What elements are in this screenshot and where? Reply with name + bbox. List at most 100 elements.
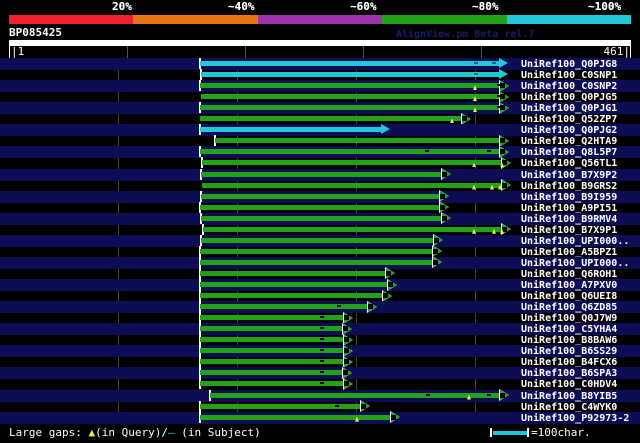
hit-label[interactable]: UniRef100_Q0PJG1 xyxy=(521,103,618,115)
hit-bar[interactable] xyxy=(200,304,367,310)
hit-bar[interactable] xyxy=(200,381,343,387)
hit-bar[interactable] xyxy=(202,182,501,188)
alignment-row[interactable] xyxy=(0,212,640,225)
alignment-row[interactable] xyxy=(0,289,640,302)
alignment-row[interactable] xyxy=(0,79,640,93)
alignment-row[interactable] xyxy=(0,355,640,368)
hit-label[interactable]: UniRef100_A5BPZ1 xyxy=(521,246,618,258)
hit-bar[interactable] xyxy=(200,282,387,287)
alignment-row[interactable] xyxy=(0,101,640,115)
hit-label[interactable]: UniRef100_Q0PJG5 xyxy=(521,92,618,104)
alignment-row[interactable] xyxy=(0,400,640,413)
hit-label[interactable]: UniRef100_B8YIB5 xyxy=(521,390,618,402)
alignment-row[interactable] xyxy=(0,145,640,159)
hit-label[interactable]: UniRef100_C0HDV4 xyxy=(521,379,618,391)
hit-label[interactable]: UniRef100_Q6ROH1 xyxy=(521,268,618,280)
alignment-row[interactable] xyxy=(0,223,640,236)
hit-bar[interactable] xyxy=(200,370,342,376)
hit-bar[interactable] xyxy=(200,414,390,420)
alignment-row[interactable] xyxy=(0,234,640,247)
alignment-row[interactable] xyxy=(0,389,640,402)
alignment-row[interactable] xyxy=(0,90,640,103)
hit-bar[interactable] xyxy=(200,116,461,122)
hit-bar[interactable] xyxy=(200,61,499,66)
hit-bar[interactable] xyxy=(201,171,441,177)
gap-in-subject-marker xyxy=(320,338,324,341)
alignment-row[interactable] xyxy=(0,156,640,169)
hit-bar[interactable] xyxy=(200,204,439,210)
hit-label[interactable]: UniRef100_C0SNP2 xyxy=(521,81,618,93)
hit-label[interactable]: UniRef100_B7X9P1 xyxy=(521,224,618,236)
hit-label[interactable]: UniRef100_P92973-2 xyxy=(521,412,630,424)
hit-label[interactable]: UniRef100_C5YHA4 xyxy=(521,324,618,336)
hit-label[interactable]: UniRef100_B9I959 xyxy=(521,191,618,203)
hit-bar[interactable] xyxy=(200,105,499,111)
alignment-row[interactable] xyxy=(0,134,640,147)
hit-label[interactable]: UniRef100_A9PI51 xyxy=(521,202,618,214)
hit-label[interactable]: UniRef100_B4FCX6 xyxy=(521,357,618,369)
hit-bar[interactable] xyxy=(201,215,441,221)
alignment-row[interactable] xyxy=(0,366,640,380)
alignment-row[interactable] xyxy=(0,58,640,70)
hit-bar[interactable] xyxy=(200,403,360,409)
hit-label[interactable]: UniRef100_B9RMV4 xyxy=(521,213,618,225)
alignment-row[interactable] xyxy=(0,333,640,346)
alignment-row[interactable] xyxy=(0,267,640,280)
hit-label[interactable]: UniRef100_Q0J7W9 xyxy=(521,313,618,325)
hit-label[interactable]: UniRef100_Q0PJG8 xyxy=(521,59,618,70)
alignment-row[interactable] xyxy=(0,311,640,324)
hit-bar[interactable] xyxy=(200,248,432,254)
alignment-row[interactable] xyxy=(0,344,640,358)
hit-bar[interactable] xyxy=(200,359,343,365)
hit-bar[interactable] xyxy=(200,149,499,155)
hit-label[interactable]: UniRef100_Q6ZD85 xyxy=(521,302,618,314)
alignment-row[interactable] xyxy=(0,190,640,203)
hit-bar[interactable] xyxy=(200,127,381,133)
hit-label[interactable]: UniRef100_Q0PJG2 xyxy=(521,125,618,137)
hit-label[interactable]: UniRef100_A7PXV0 xyxy=(521,280,618,291)
alignment-row[interactable] xyxy=(0,201,640,214)
hit-label[interactable]: UniRef100_Q52ZP7 xyxy=(521,114,618,126)
hit-label[interactable]: UniRef100_B6SPA3 xyxy=(521,368,618,380)
hit-bar[interactable] xyxy=(201,237,433,243)
hit-bar[interactable] xyxy=(200,83,499,89)
hit-bar[interactable] xyxy=(200,348,343,354)
hit-bar[interactable] xyxy=(215,138,499,144)
hit-bar[interactable] xyxy=(201,193,439,199)
hit-bar[interactable] xyxy=(200,270,385,276)
hit-label[interactable]: UniRef100_Q8L5P7 xyxy=(521,147,618,159)
hit-bar[interactable] xyxy=(210,392,499,398)
hit-label[interactable]: UniRef100_UPI000.. xyxy=(521,235,630,247)
hit-label[interactable]: UniRef100_Q56TL1 xyxy=(521,158,618,170)
hit-bar[interactable] xyxy=(200,326,342,332)
alignment-row[interactable] xyxy=(0,256,640,269)
hit-label[interactable]: UniRef100_B7X9P2 xyxy=(521,169,618,181)
hit-label[interactable]: UniRef100_C0SNP1 xyxy=(521,70,618,82)
hit-label[interactable]: UniRef100_B9GRS2 xyxy=(521,180,618,192)
alignment-row[interactable] xyxy=(0,168,640,181)
hit-bar[interactable] xyxy=(200,337,343,343)
hit-bar[interactable] xyxy=(200,259,432,265)
hit-label[interactable]: UniRef100_Q6UEI8 xyxy=(521,291,618,303)
hit-label[interactable]: UniRef100_Q2HTA9 xyxy=(521,136,618,148)
alignment-row[interactable] xyxy=(0,112,640,125)
alignment-row[interactable] xyxy=(0,377,640,390)
hit-bar[interactable] xyxy=(200,315,343,321)
alignment-row[interactable] xyxy=(0,245,640,258)
hit-bar[interactable] xyxy=(201,72,499,78)
hit-bar[interactable] xyxy=(203,226,501,232)
alignment-row[interactable] xyxy=(0,322,640,336)
alignment-row[interactable] xyxy=(0,124,640,137)
alignment-row[interactable] xyxy=(0,278,640,291)
hit-label[interactable]: UniRef100_UPI000.. xyxy=(521,257,630,269)
hit-bar[interactable] xyxy=(201,94,499,100)
hit-bar[interactable] xyxy=(202,160,501,166)
hit-label[interactable]: UniRef100_C4WYK0 xyxy=(521,401,618,413)
hit-label[interactable]: UniRef100_B6SS29 xyxy=(521,346,618,358)
alignment-row[interactable] xyxy=(0,69,640,81)
alignment-row[interactable] xyxy=(0,179,640,192)
alignment-row[interactable] xyxy=(0,411,640,424)
hit-bar[interactable] xyxy=(200,293,382,299)
hit-label[interactable]: UniRef100_B8BAW6 xyxy=(521,335,618,347)
alignment-row[interactable] xyxy=(0,300,640,314)
